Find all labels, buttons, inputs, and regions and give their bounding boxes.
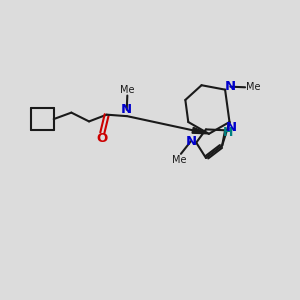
Polygon shape bbox=[192, 128, 209, 134]
Text: Me: Me bbox=[120, 85, 135, 95]
Text: Me: Me bbox=[246, 82, 261, 92]
Text: N: N bbox=[225, 80, 236, 93]
Text: O: O bbox=[96, 132, 107, 145]
Text: N: N bbox=[185, 135, 197, 148]
Text: H: H bbox=[223, 126, 233, 139]
Text: N: N bbox=[225, 122, 236, 134]
Text: Me: Me bbox=[172, 155, 187, 165]
Text: N: N bbox=[121, 103, 132, 116]
